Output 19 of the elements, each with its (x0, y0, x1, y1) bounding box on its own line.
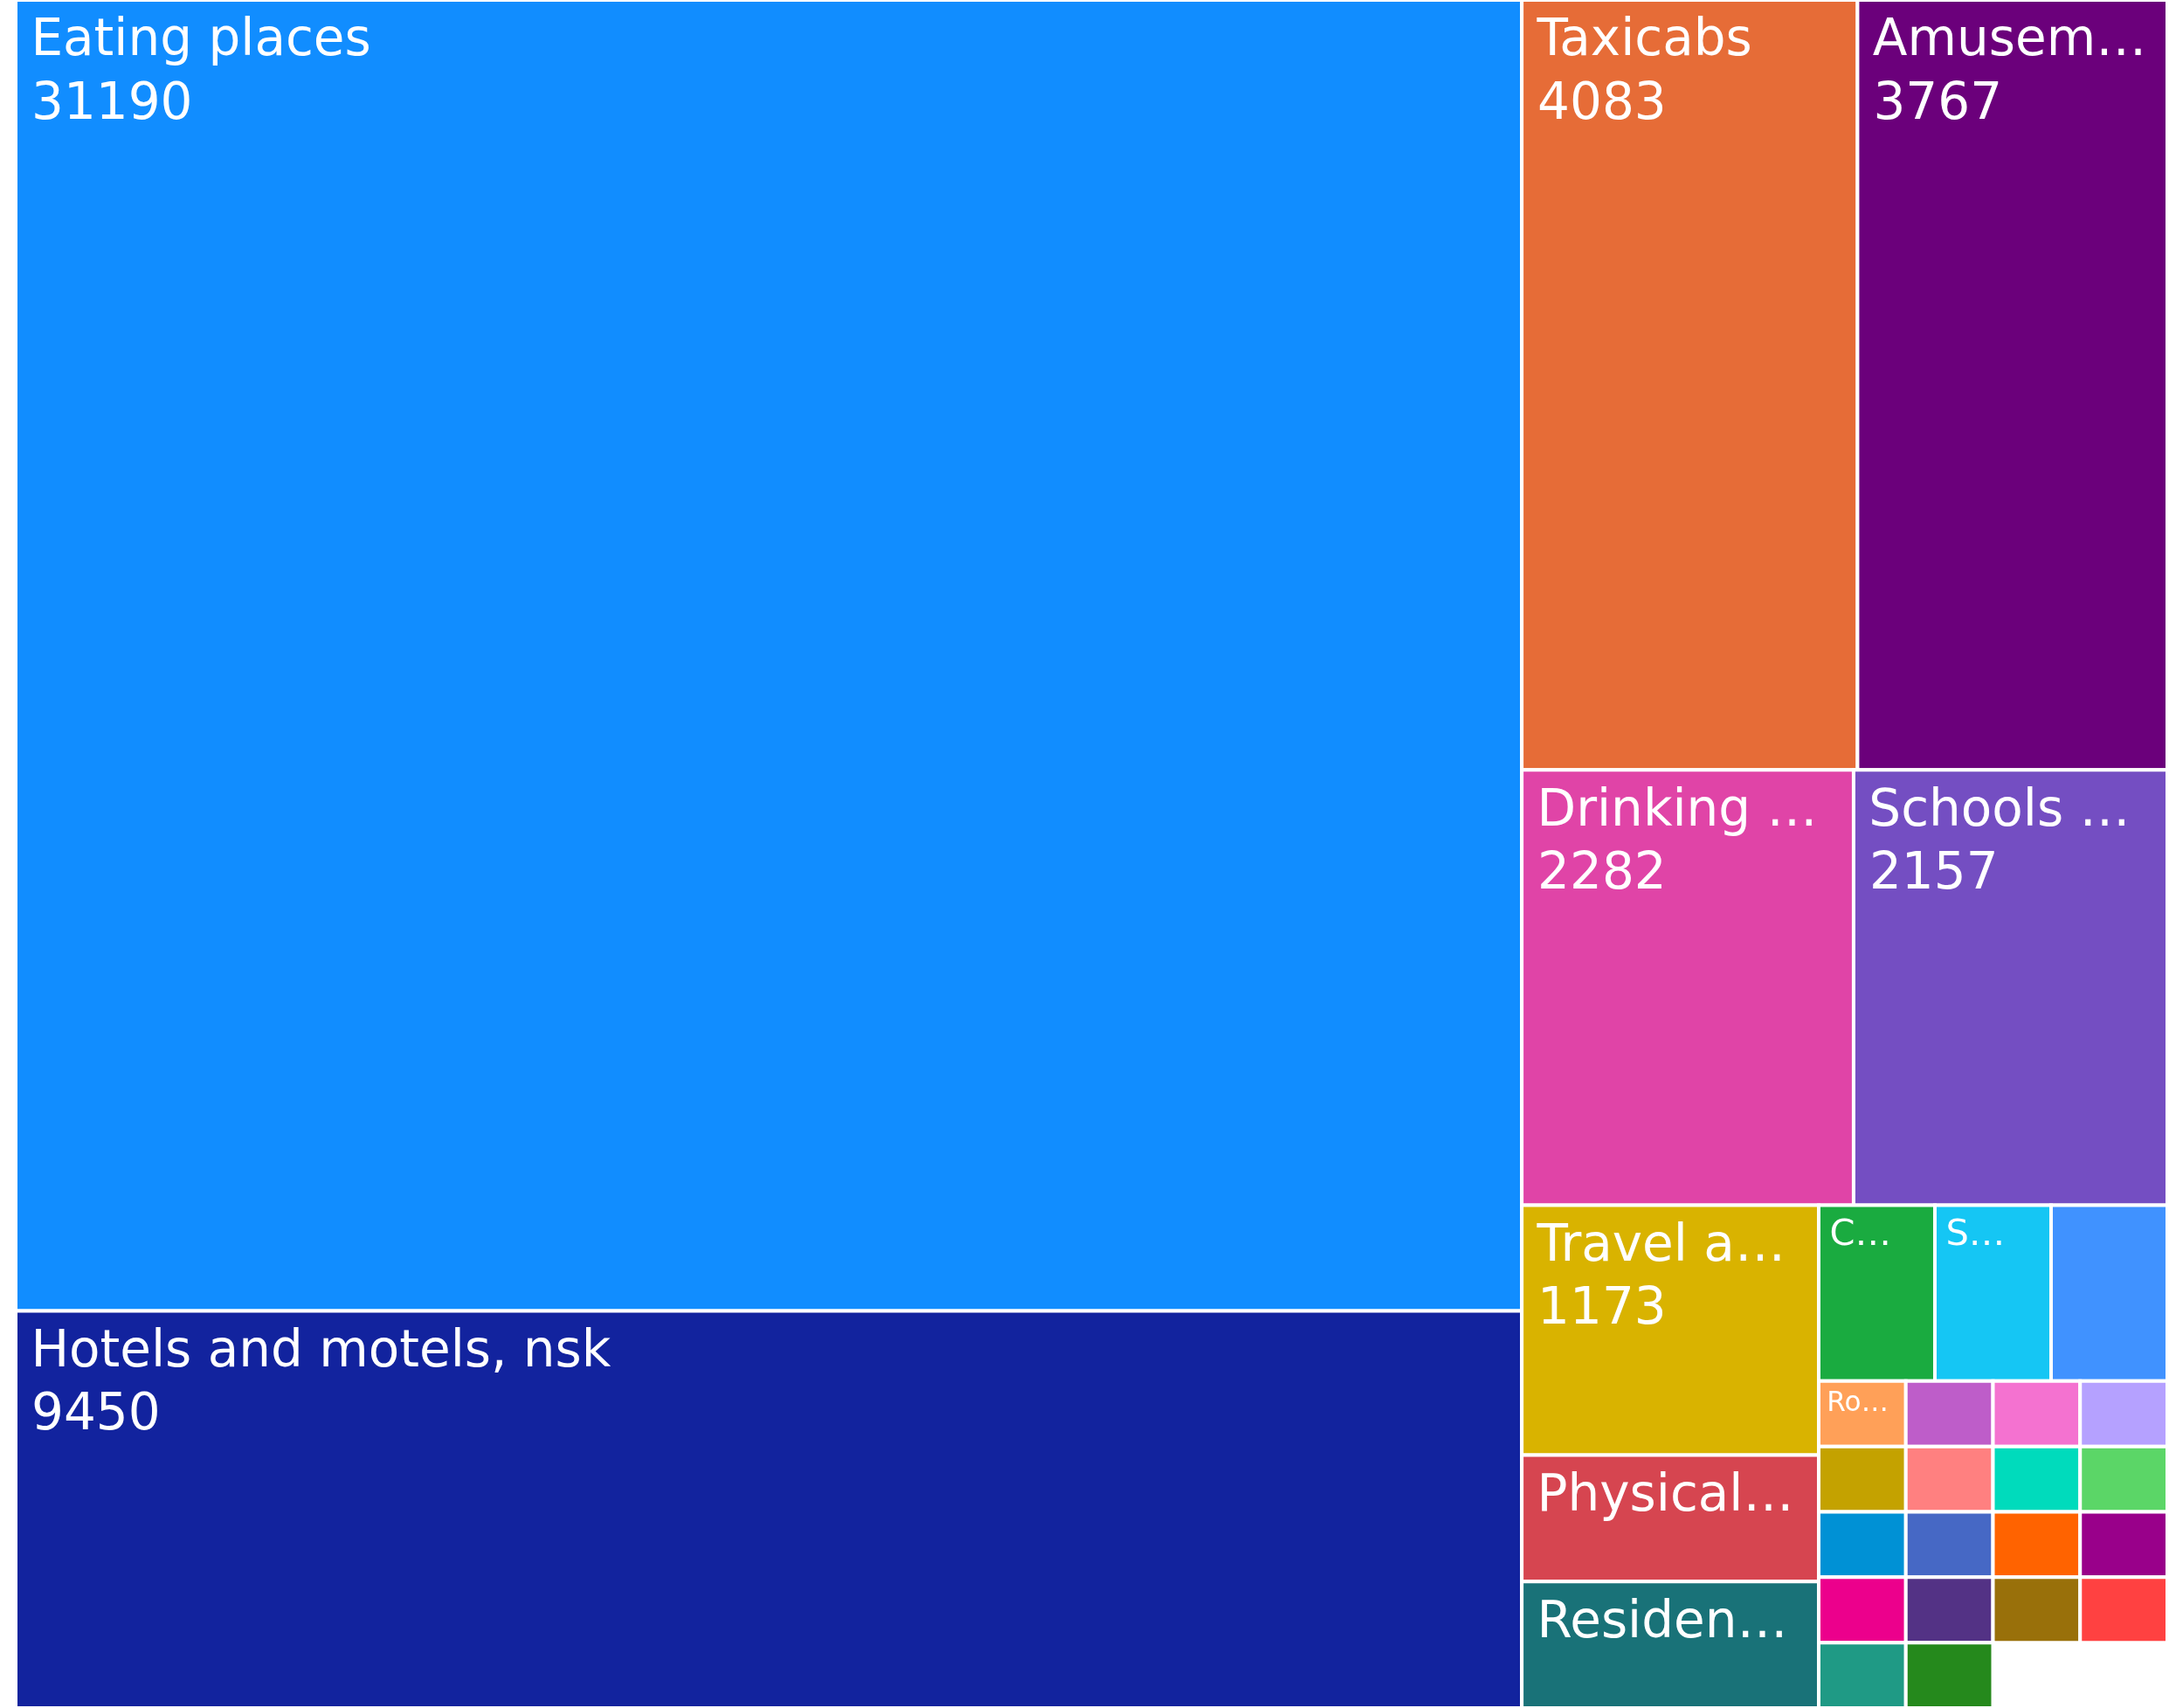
category-label: Schools … (1869, 778, 2131, 838)
category-label: Hotels and motels, nsk (31, 1318, 611, 1379)
category-label: Taxicabs (1536, 8, 1752, 68)
category-label: Residen… (1537, 1589, 1788, 1649)
category-label: Ro… (1827, 1386, 1889, 1418)
data-label: 4083 (1537, 71, 1667, 131)
data-label: 9450 (31, 1382, 161, 1442)
category-label: Drinking … (1537, 778, 1818, 838)
data-label: 2157 (1869, 841, 1999, 902)
data-label: 3767 (1873, 71, 2003, 131)
category-label: Physical… (1537, 1463, 1794, 1524)
category-label: Amusem… (1872, 8, 2147, 68)
data-label: 1173 (1537, 1276, 1667, 1337)
category-label: S… (1945, 1210, 2006, 1254)
category-label: Travel a… (1536, 1213, 1786, 1273)
data-label: 31190 (31, 71, 193, 131)
category-label: C… (1829, 1210, 1892, 1254)
data-label: 2282 (1537, 841, 1667, 902)
category-label: Eating places (31, 8, 371, 68)
